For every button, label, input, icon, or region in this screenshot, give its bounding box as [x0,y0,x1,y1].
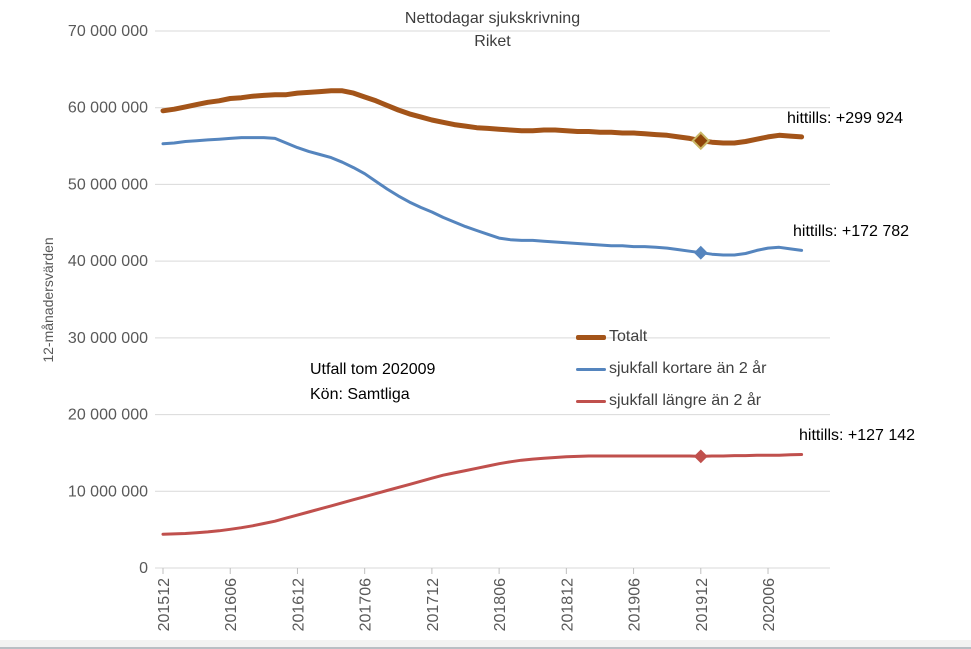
x-axis-tick-label: 201812 [559,578,576,631]
x-axis-tick-label: 201712 [425,578,442,631]
legend-label: sjukfall längre än 2 år [609,392,762,409]
x-axis-tick-label: 201906 [627,578,644,631]
y-axis-tick-label: 40 000 000 [68,253,148,270]
bottom-edge-strip [0,640,971,649]
legend-swatch [576,367,606,371]
annotation-sjukfall-kortare-än-2-år: hittills: +172 782 [793,223,910,240]
chart-title: Nettodagar sjukskrivning [404,10,581,27]
series-marker-Totalt [691,131,711,151]
x-axis-tick-label: 201806 [492,578,509,631]
x-axis-tick-label: 201706 [358,578,375,631]
legend-label: sjukfall kortare än 2 år [609,360,767,377]
y-axis-tick-label: 60 000 000 [68,100,148,117]
x-axis-tick-label: 201612 [290,578,307,631]
legend-item-sjukfall-kortare-än-2-år: sjukfall kortare än 2 år [576,353,766,385]
y-axis-tick-label: 10 000 000 [68,483,148,500]
legend-item-Totalt: Totalt [576,321,766,353]
y-axis-tick-label: 70 000 000 [68,23,148,40]
chart-notes: Utfall tom 202009 Kön: Samtliga [310,357,435,407]
legend-label: Totalt [609,328,648,345]
chart-note-period: Utfall tom 202009 [310,361,436,378]
y-axis-tick-label: 30 000 000 [68,330,148,347]
legend-swatch [576,399,606,403]
legend-item-sjukfall-längre-än-2-år: sjukfall längre än 2 år [576,385,766,417]
annotation-Totalt: hittills: +299 924 [787,110,904,127]
x-axis-tick-label: 201512 [156,578,173,631]
chart-subtitle: Riket [474,33,511,50]
series-line-sjukfall-kortare-än-2-år [161,136,804,257]
x-axis-tick-label: 201606 [223,578,240,631]
annotation-sjukfall-längre-än-2-år: hittills: +127 142 [799,427,916,444]
x-axis-tick-label: 202006 [761,578,778,631]
y-axis-tick-label: 20 000 000 [68,407,148,424]
legend: Totalt sjukfall kortare än 2 år sjukfall l… [576,321,766,417]
chart-title-block: Nettodagar sjukskrivning Riket [155,7,830,53]
series-line-Totalt [160,88,805,146]
series-marker-sjukfall-kortare-än-2-år [693,245,708,260]
series-marker-sjukfall-längre-än-2-år [693,449,708,464]
y-axis-tick-label: 0 [139,560,148,577]
legend-swatch [576,334,606,340]
y-axis-title: 12-månadersvärden [40,237,56,363]
y-axis-tick-label: 50 000 000 [68,176,148,193]
chart-note-gender: Kön: Samtliga [310,386,410,403]
x-axis-tick-label: 201912 [694,578,711,631]
series-line-sjukfall-längre-än-2-år [161,453,804,536]
